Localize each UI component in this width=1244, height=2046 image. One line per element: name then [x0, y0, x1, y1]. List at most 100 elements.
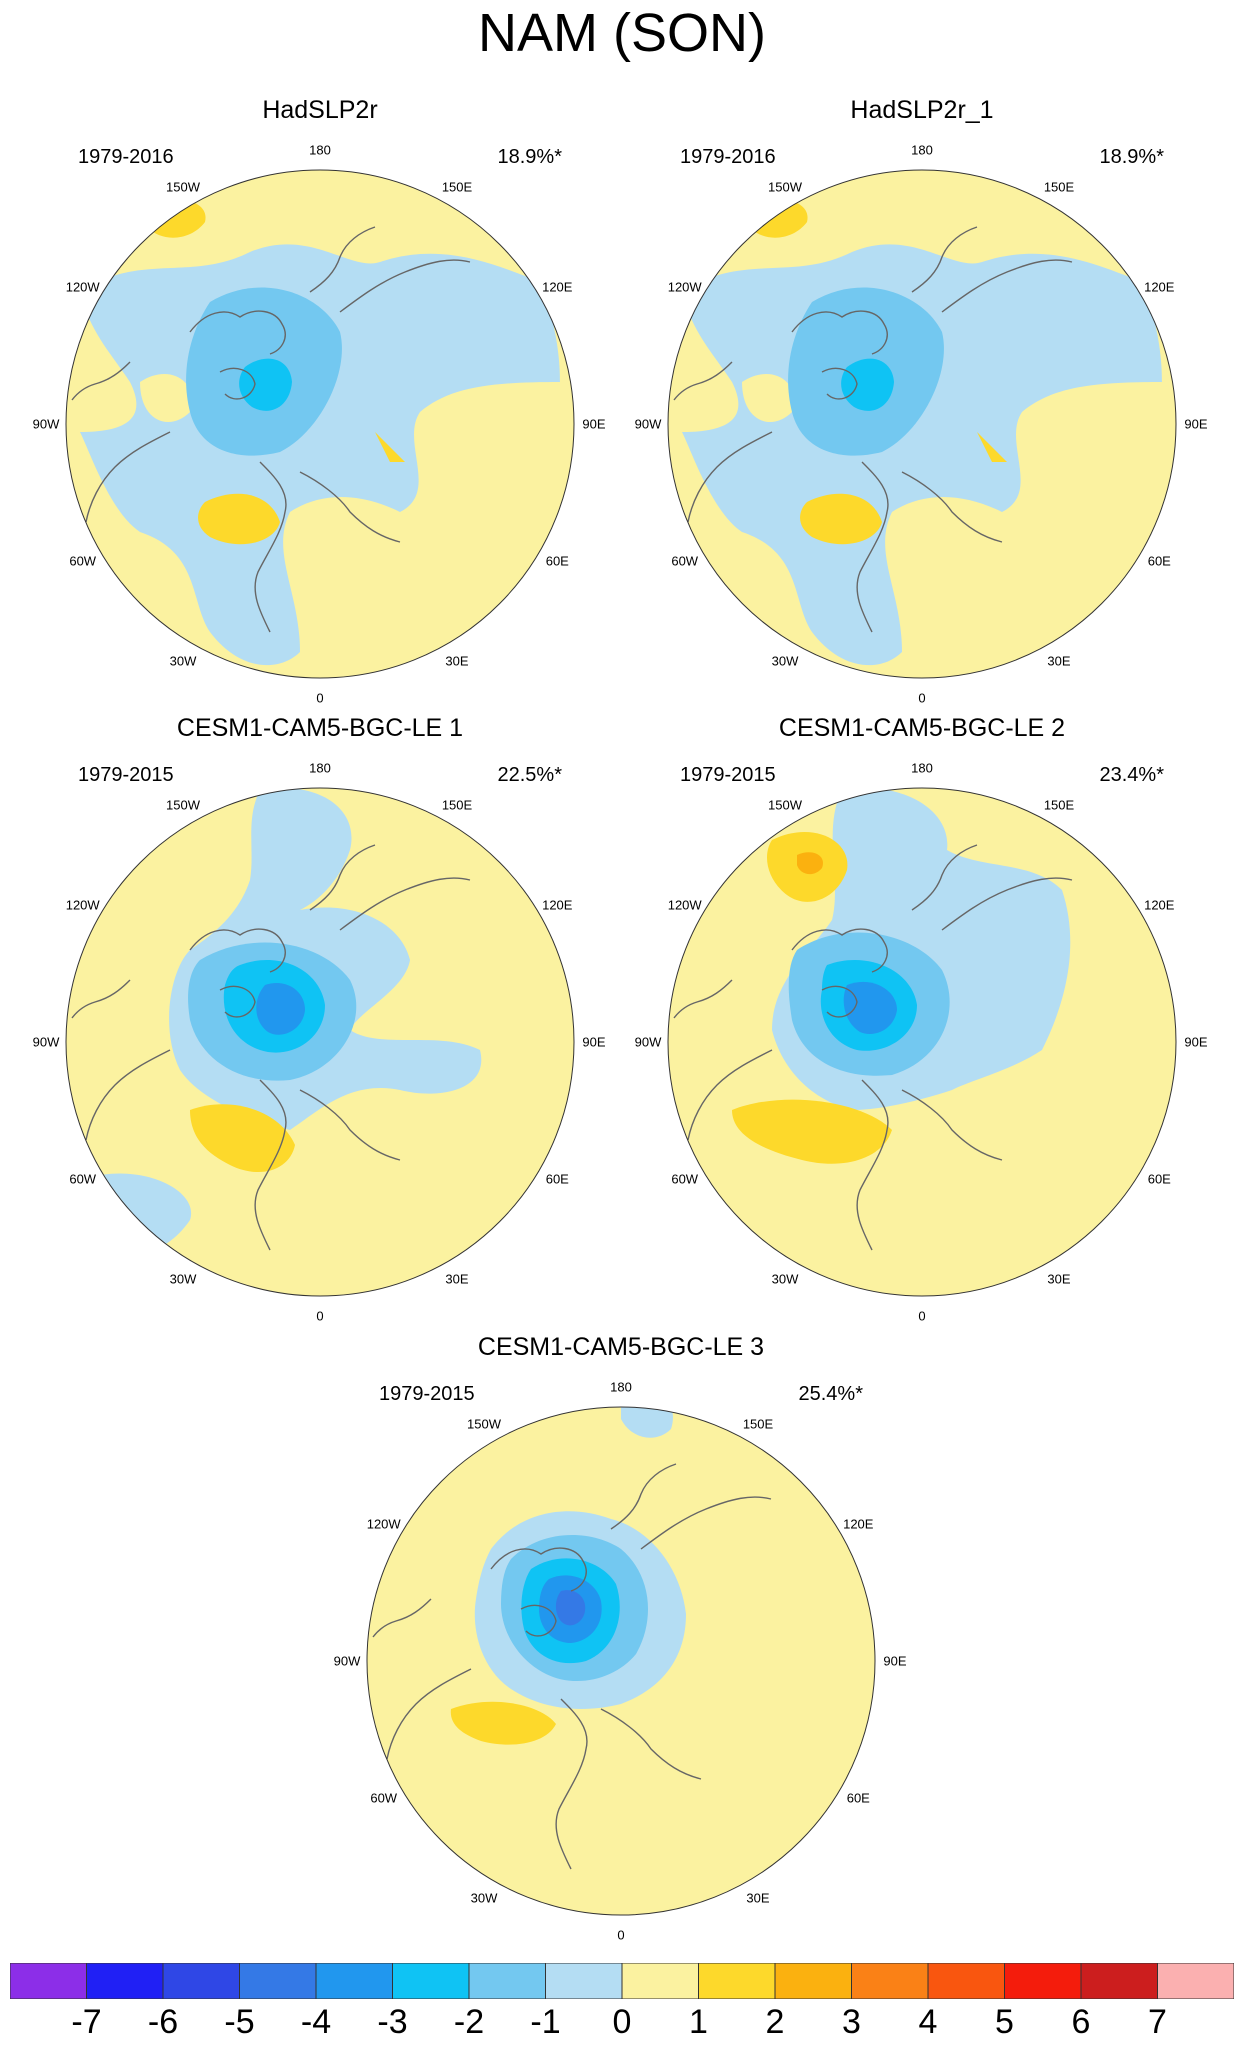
longitude-label: 180 — [309, 760, 331, 776]
panel-variance: 23.4%* — [1099, 764, 1165, 786]
longitude-label: 0 — [316, 690, 324, 706]
contour-fill-pos1 — [198, 493, 280, 545]
colorbar-tick-label: 7 — [1148, 2003, 1167, 2041]
longitude-label: 90W — [634, 1034, 662, 1050]
panel-years: 1979-2015 — [680, 764, 776, 786]
coastline — [640, 1496, 772, 1550]
longitude-label: 60E — [545, 553, 569, 569]
colorbar-box — [392, 1963, 470, 1999]
coastline — [85, 1049, 171, 1141]
coastline — [71, 979, 131, 1019]
longitude-label: 30W — [771, 653, 799, 669]
contour-fill-pos1 — [375, 432, 405, 462]
panel-title: CESM1-CAM5-BGC-LE 2 — [778, 714, 1066, 742]
longitude-label: 30E — [445, 1271, 469, 1287]
longitude-label: 90E — [1184, 416, 1208, 432]
colorbar-tick-label: 2 — [765, 2003, 785, 2041]
colorbar-box — [239, 1963, 317, 1999]
contour-fill-pos1 — [800, 493, 882, 545]
longitude-label: 150W — [768, 179, 802, 195]
contour-fill-neg3 — [256, 982, 305, 1035]
longitude-label: 30W — [169, 1271, 197, 1287]
longitude-label: 120W — [667, 897, 702, 913]
contour-fill-pos1 — [732, 1099, 892, 1164]
colorbar-box — [162, 1963, 240, 1999]
coastline — [821, 367, 858, 400]
longitude-label: 120W — [366, 1516, 401, 1532]
map-boundary — [65, 787, 575, 1297]
map-boundary — [667, 787, 1177, 1297]
coastline — [911, 226, 978, 293]
longitude-label: 150E — [742, 1416, 774, 1432]
longitude-label: 60W — [671, 553, 699, 569]
polar-map — [65, 169, 575, 679]
contour-fill-neg0 — [621, 1407, 673, 1438]
anomaly-field — [367, 1407, 875, 1915]
coastline — [309, 226, 376, 293]
coastline — [687, 1049, 773, 1141]
longitude-label: 150W — [467, 1416, 501, 1432]
coastline — [299, 471, 401, 543]
colorbar-tick-label: -3 — [377, 2003, 408, 2041]
coastline — [941, 259, 1073, 313]
colorbar-labels: -7 -6 -5 -4 -3 -2 -1 0 1 2 3 4 5 6 7 — [0, 2003, 1244, 2043]
coastline — [339, 877, 471, 931]
panel-variance: 22.5%* — [497, 764, 563, 786]
map-boundary — [366, 1406, 876, 1916]
longitude-label: 60E — [545, 1171, 569, 1187]
longitude-label: 150E — [441, 179, 473, 195]
longitude-label: 60E — [1147, 553, 1171, 569]
coastline — [219, 367, 256, 400]
panel-variance: 18.9%* — [497, 146, 563, 168]
longitude-label: 0 — [918, 690, 926, 706]
anomaly-field — [66, 788, 574, 1296]
longitude-label: 90E — [582, 416, 606, 432]
coastline — [85, 431, 171, 523]
contour-fill-pos0 — [742, 373, 794, 422]
map-panel-cesm-le-3: CESM1-CAM5-BGC-LE 3 1979-2015 25.4%* 180… — [321, 1333, 921, 1953]
colorbar-tick-label: -6 — [147, 2003, 179, 2041]
longitude-label: 90E — [883, 1653, 907, 1669]
colorbar-box — [851, 1963, 929, 1999]
longitude-label: 30E — [1047, 1271, 1071, 1287]
figure-title: NAM (SON) — [478, 3, 766, 63]
longitude-label: 60E — [846, 1790, 870, 1806]
longitude-label: 180 — [911, 760, 933, 776]
polar-map — [667, 169, 1177, 679]
colorbar-tick-label: -1 — [530, 2003, 561, 2041]
coastline — [189, 310, 286, 355]
colorbar-tick-label: 6 — [1071, 2003, 1091, 2041]
colorbar-box — [545, 1963, 623, 1999]
longitude-label: 120W — [65, 279, 100, 295]
coastline — [71, 361, 131, 401]
map-panel-hadslp2r-1: HadSLP2r_1 1979-2016 18.9%* 180 150E 120E 9… — [622, 96, 1222, 716]
polar-map — [667, 787, 1177, 1297]
contour-fill-pos1 — [190, 1104, 295, 1173]
longitude-label: 150W — [768, 797, 802, 813]
longitude-label: 60W — [69, 553, 97, 569]
colorbar-tick-label: 5 — [995, 2003, 1014, 2041]
longitude-label: 150W — [166, 179, 200, 195]
colorbar-box — [86, 1963, 164, 1999]
colorbar-box — [315, 1963, 393, 1999]
panel-variance: 18.9%* — [1099, 146, 1165, 168]
contour-fill-pos1 — [977, 432, 1007, 462]
colorbar-box — [468, 1963, 546, 1999]
longitude-label: 180 — [911, 142, 933, 158]
colorbar-box — [1080, 1963, 1158, 1999]
longitude-label: 0 — [617, 1927, 625, 1943]
longitude-label: 120W — [65, 897, 100, 913]
panel-title: CESM1-CAM5-BGC-LE 3 — [477, 1333, 765, 1361]
polar-map — [366, 1406, 876, 1916]
longitude-label: 30E — [445, 653, 469, 669]
coastline — [673, 979, 733, 1019]
coastline — [299, 1089, 401, 1161]
longitude-label: 150E — [1043, 797, 1075, 813]
colorbar-box — [10, 1963, 87, 1999]
colorbar-tick-label: -7 — [71, 2003, 102, 2041]
coastline — [687, 431, 773, 523]
coastline — [600, 1708, 702, 1780]
colorbar-box — [774, 1963, 852, 1999]
longitude-label: 90E — [582, 1034, 606, 1050]
longitude-label: 90W — [32, 416, 60, 432]
